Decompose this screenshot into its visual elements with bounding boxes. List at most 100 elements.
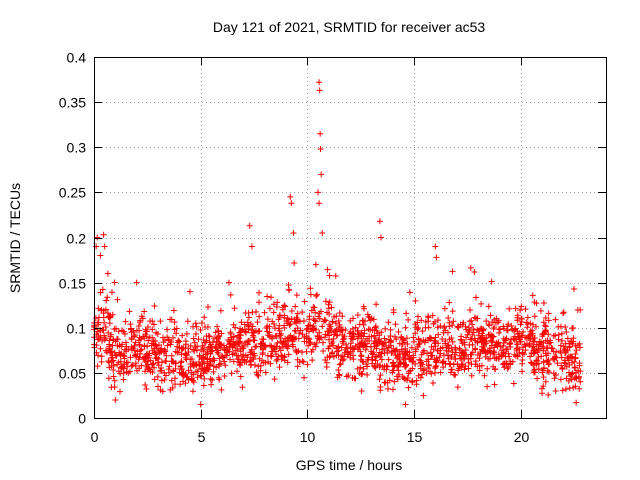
data-point <box>327 323 334 330</box>
data-point <box>415 313 422 320</box>
data-point <box>183 352 190 359</box>
data-point <box>211 335 218 342</box>
data-point <box>266 323 273 330</box>
data-point <box>569 325 576 332</box>
data-point <box>474 315 481 322</box>
data-point <box>276 364 283 371</box>
data-point <box>563 329 570 336</box>
data-point <box>529 332 536 339</box>
data-point <box>268 348 275 355</box>
data-point <box>514 333 521 340</box>
data-point <box>519 344 526 351</box>
data-point <box>419 371 426 378</box>
data-point <box>391 378 398 385</box>
data-point <box>296 318 303 325</box>
data-point <box>563 375 570 382</box>
data-point <box>115 328 122 335</box>
data-point <box>243 329 250 336</box>
data-point <box>483 340 490 347</box>
data-point <box>276 312 283 319</box>
data-point <box>564 335 571 342</box>
data-point <box>271 376 278 383</box>
data-point <box>215 351 222 358</box>
data-point <box>532 323 539 330</box>
data-point <box>418 351 425 358</box>
data-point <box>401 363 408 370</box>
data-point <box>365 354 372 361</box>
data-point <box>398 341 405 348</box>
data-point <box>551 375 558 382</box>
data-point <box>305 335 312 342</box>
data-point <box>114 296 121 303</box>
data-point <box>444 329 451 336</box>
data-point <box>311 304 318 311</box>
data-point <box>256 289 263 296</box>
data-point <box>503 327 510 334</box>
data-point <box>422 337 429 344</box>
data-point <box>501 364 508 371</box>
data-point <box>164 342 171 349</box>
data-point <box>172 365 179 372</box>
data-point <box>128 334 135 341</box>
data-point <box>458 364 465 371</box>
data-point <box>415 324 422 331</box>
data-point <box>309 346 316 353</box>
data-point <box>262 369 269 376</box>
data-point <box>503 360 510 367</box>
data-point <box>144 323 151 330</box>
data-point <box>458 333 465 340</box>
data-point <box>199 360 206 367</box>
data-point <box>368 348 375 355</box>
data-point <box>237 338 244 345</box>
data-point <box>372 335 379 342</box>
data-point <box>356 321 363 328</box>
data-point <box>94 328 101 335</box>
data-point <box>303 326 310 333</box>
data-point <box>329 318 336 325</box>
data-point <box>512 305 519 312</box>
data-point <box>145 365 152 372</box>
data-point <box>390 363 397 370</box>
data-point <box>350 315 357 322</box>
data-point <box>390 345 397 352</box>
data-point <box>161 346 168 353</box>
data-point <box>530 350 537 357</box>
data-point <box>246 337 253 344</box>
data-point <box>150 360 157 367</box>
data-point <box>447 369 454 376</box>
data-point <box>510 380 517 387</box>
data-point <box>460 355 467 362</box>
data-point <box>287 332 294 339</box>
data-point <box>387 333 394 340</box>
data-point <box>171 375 178 382</box>
data-point <box>151 341 158 348</box>
data-point <box>106 364 113 371</box>
data-point <box>495 356 502 363</box>
data-point <box>214 323 221 330</box>
data-point <box>251 329 258 336</box>
data-point <box>281 314 288 321</box>
data-point <box>364 340 371 347</box>
data-point <box>237 373 244 380</box>
data-point <box>293 348 300 355</box>
data-point <box>404 341 411 348</box>
data-point <box>143 386 150 393</box>
data-point <box>472 345 479 352</box>
x-tick-label: 15 <box>407 429 423 445</box>
data-point <box>321 334 328 341</box>
data-point <box>106 314 113 321</box>
data-point <box>217 307 224 314</box>
data-point <box>504 365 511 372</box>
data-point <box>487 350 494 357</box>
data-point <box>440 364 447 371</box>
data-point <box>396 371 403 378</box>
data-point <box>441 324 448 331</box>
data-point <box>576 344 583 351</box>
data-point <box>434 324 441 331</box>
data-point <box>138 313 145 320</box>
data-point <box>454 360 461 367</box>
data-point <box>316 329 323 336</box>
data-point <box>514 341 521 348</box>
data-point <box>154 373 161 380</box>
data-point <box>569 359 576 366</box>
